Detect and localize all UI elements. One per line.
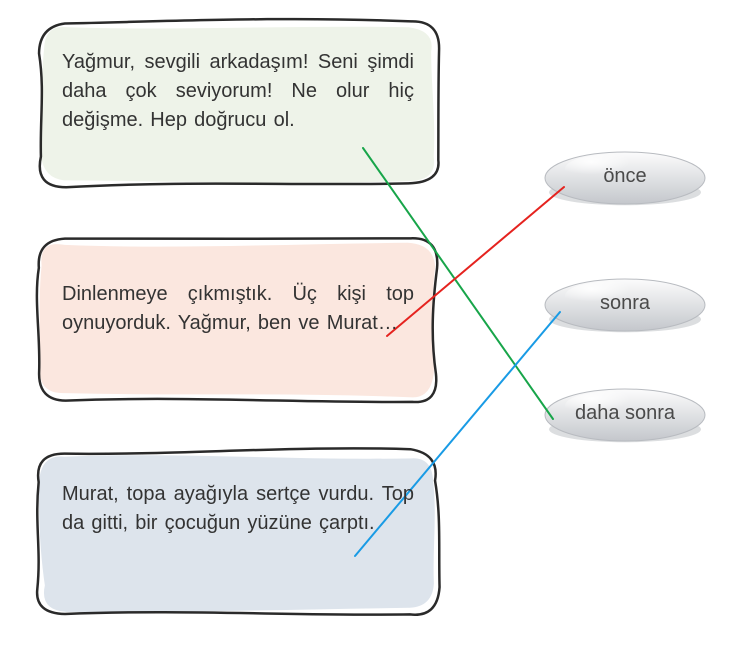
box-top-text: Yağmur, sevgili arkadaşım! Seni şimdi da… <box>62 48 414 135</box>
box-bottom-text: Murat, topa ayağıyla sertçe vurdu. Top d… <box>62 480 414 538</box>
pill-daha-sonra <box>545 389 705 442</box>
matching-diagram: Yağmur, sevgili arkadaşım! Seni şimdi da… <box>0 0 746 646</box>
box-middle-text: Dinlenmeye çıkmıştık. Üç kişi top oynuyo… <box>62 280 414 338</box>
pill-once <box>545 152 705 205</box>
pill-sonra <box>545 279 705 332</box>
